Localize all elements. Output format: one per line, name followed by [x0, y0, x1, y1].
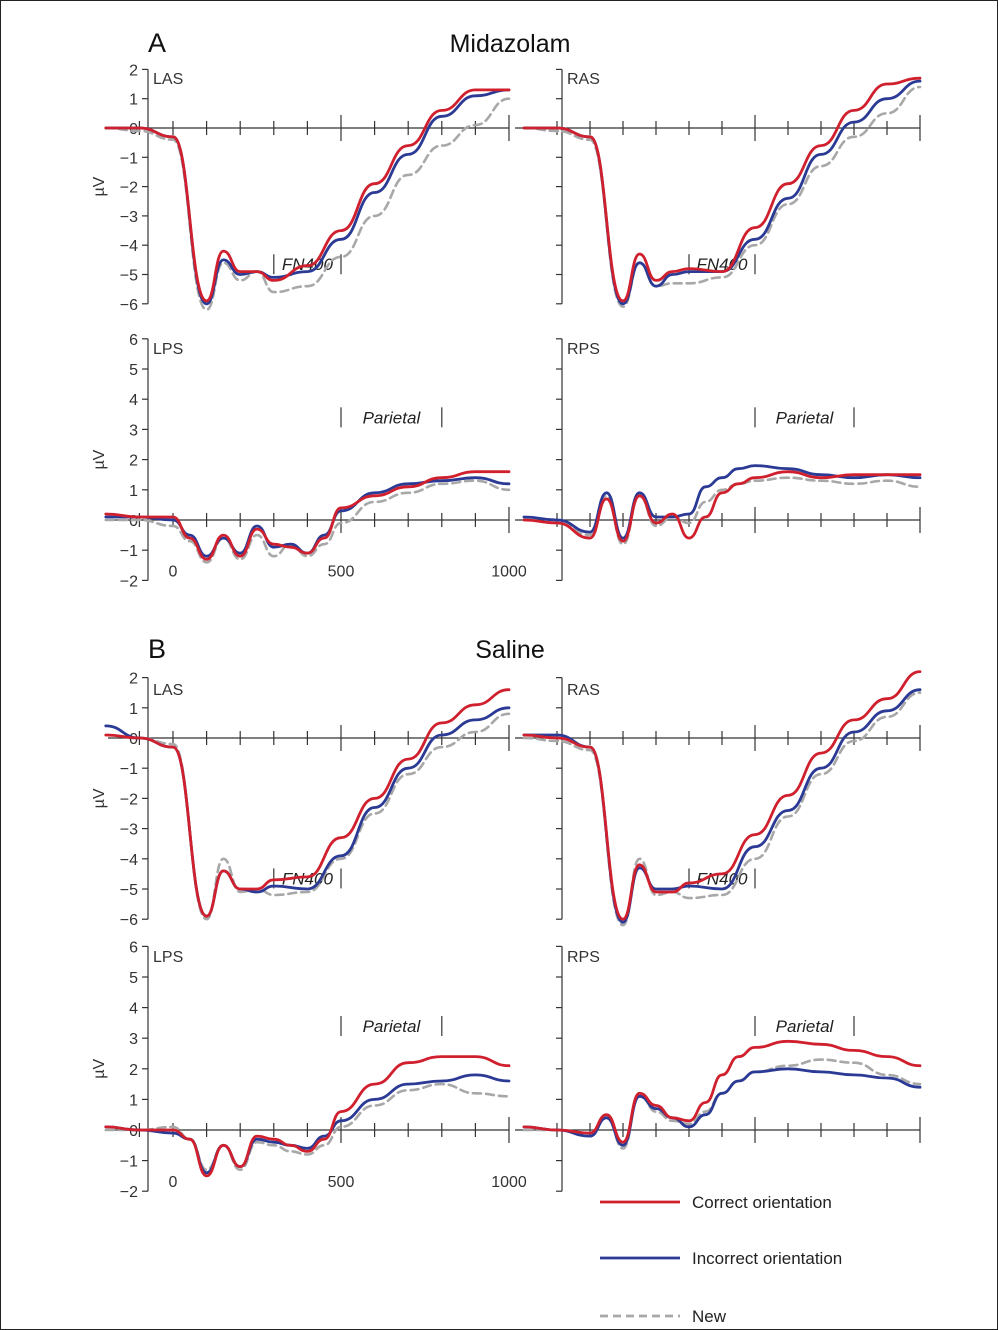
panel-title: Midazolam: [450, 30, 571, 58]
panel-letter: B: [148, 634, 166, 664]
x-tick-label: 500: [328, 563, 355, 580]
legend-label: Correct orientation: [692, 1193, 832, 1212]
site-lps-b: 6 5 4 3 2 1 0 −1 −2 µV LPS Parietal 0 500 1000: [91, 939, 527, 1201]
y-tick-label: 1: [129, 1092, 138, 1109]
y-tick-label: 5: [129, 970, 138, 987]
series-line-correct-orientation: [104, 1055, 511, 1178]
y-tick-label: 6: [129, 332, 138, 349]
site-label: LPS: [153, 949, 183, 966]
window-label: Parietal: [776, 408, 835, 427]
series-line-new: [104, 479, 511, 564]
series-line-correct-orientation: [522, 1039, 922, 1144]
y-axis-unit: µV: [91, 1059, 108, 1079]
series-line-correct-orientation: [522, 670, 922, 921]
y-tick-label: 5: [129, 362, 138, 379]
panel-title: Saline: [475, 636, 545, 664]
series-line-correct-orientation: [104, 688, 511, 918]
y-tick-label: 6: [129, 939, 138, 956]
site-label: RAS: [567, 682, 600, 699]
y-tick-label: 4: [129, 392, 138, 409]
series-line-correct-orientation: [522, 470, 922, 543]
y-tick-label: −6: [120, 297, 138, 314]
window-label: Parietal: [363, 1017, 422, 1036]
y-tick-label: −3: [120, 209, 138, 226]
x-tick-label: 1000: [491, 563, 527, 580]
site-lps-a: 6 5 4 3 2 1 0 −1 −2 µV LPS Parietal 0 500 1000: [91, 332, 527, 591]
y-tick-label: −5: [120, 268, 138, 285]
y-tick-label: 2: [129, 1062, 138, 1079]
legend: Correct orientation Incorrect orientation…: [600, 1193, 842, 1326]
y-tick-label: 0: [129, 1123, 138, 1140]
site-rps-a: RPS Parietal: [515, 338, 922, 582]
y-tick-label: 2: [129, 671, 138, 688]
y-tick-label: 2: [129, 62, 138, 79]
legend-label: Incorrect orientation: [692, 1249, 842, 1268]
site-label: LPS: [153, 341, 183, 358]
x-tick-label: 500: [328, 1174, 355, 1191]
y-tick-label: −2: [120, 1184, 138, 1201]
y-tick-label: −3: [120, 822, 138, 839]
y-tick-label: −2: [120, 791, 138, 808]
series-line-correct-orientation: [104, 470, 511, 561]
site-label: RPS: [567, 341, 600, 358]
y-tick-label: −6: [120, 912, 138, 929]
y-tick-label: −5: [120, 882, 138, 899]
y-tick-label: 1: [129, 92, 138, 109]
series-line-incorrect-orientation: [522, 464, 922, 540]
y-tick-label: −2: [120, 180, 138, 197]
site-label: RAS: [567, 71, 600, 88]
y-tick-label: −4: [120, 238, 138, 255]
x-tick-label: 1000: [491, 1174, 527, 1191]
y-axis-unit: µV: [91, 788, 108, 808]
y-tick-label: −1: [120, 150, 138, 167]
panel-A: A Midazolam210−1−2−3−4−5−6µVLASFN400RASFN…: [91, 28, 922, 591]
x-tick-label: 0: [169, 563, 178, 580]
site-label: LAS: [153, 682, 183, 699]
site-label: RPS: [567, 949, 600, 966]
legend-label: New: [692, 1307, 727, 1326]
y-tick-label: 4: [129, 1001, 138, 1018]
x-tick-label: 0: [169, 1174, 178, 1191]
y-axis-unit: µV: [91, 176, 108, 196]
y-tick-label: 1: [129, 483, 138, 500]
y-tick-label: 0: [129, 731, 138, 748]
panel-letter: A: [148, 28, 166, 58]
y-tick-label: 3: [129, 1031, 138, 1048]
y-tick-label: −2: [120, 573, 138, 590]
series-line-correct-orientation: [522, 76, 922, 303]
y-tick-label: −1: [120, 543, 138, 560]
series-line-new: [522, 476, 922, 546]
y-tick-label: 2: [129, 453, 138, 470]
window-label: Parietal: [776, 1017, 835, 1036]
series-line-correct-orientation: [104, 88, 511, 303]
y-tick-label: 3: [129, 422, 138, 439]
y-axis-unit: µV: [91, 449, 108, 469]
y-tick-label: −1: [120, 761, 138, 778]
site-label: LAS: [153, 71, 183, 88]
series-line-incorrect-orientation: [522, 1067, 922, 1147]
y-tick-label: −4: [120, 852, 138, 869]
y-tick-label: −1: [120, 1154, 138, 1171]
y-tick-label: 0: [129, 513, 138, 530]
window-label: Parietal: [363, 408, 422, 427]
site-rps-b: RPS Parietal: [515, 945, 922, 1192]
panel-B: B Saline210−1−2−3−4−5−6µVLASFN400RASFN400…: [91, 634, 922, 1201]
y-tick-label: 1: [129, 701, 138, 718]
